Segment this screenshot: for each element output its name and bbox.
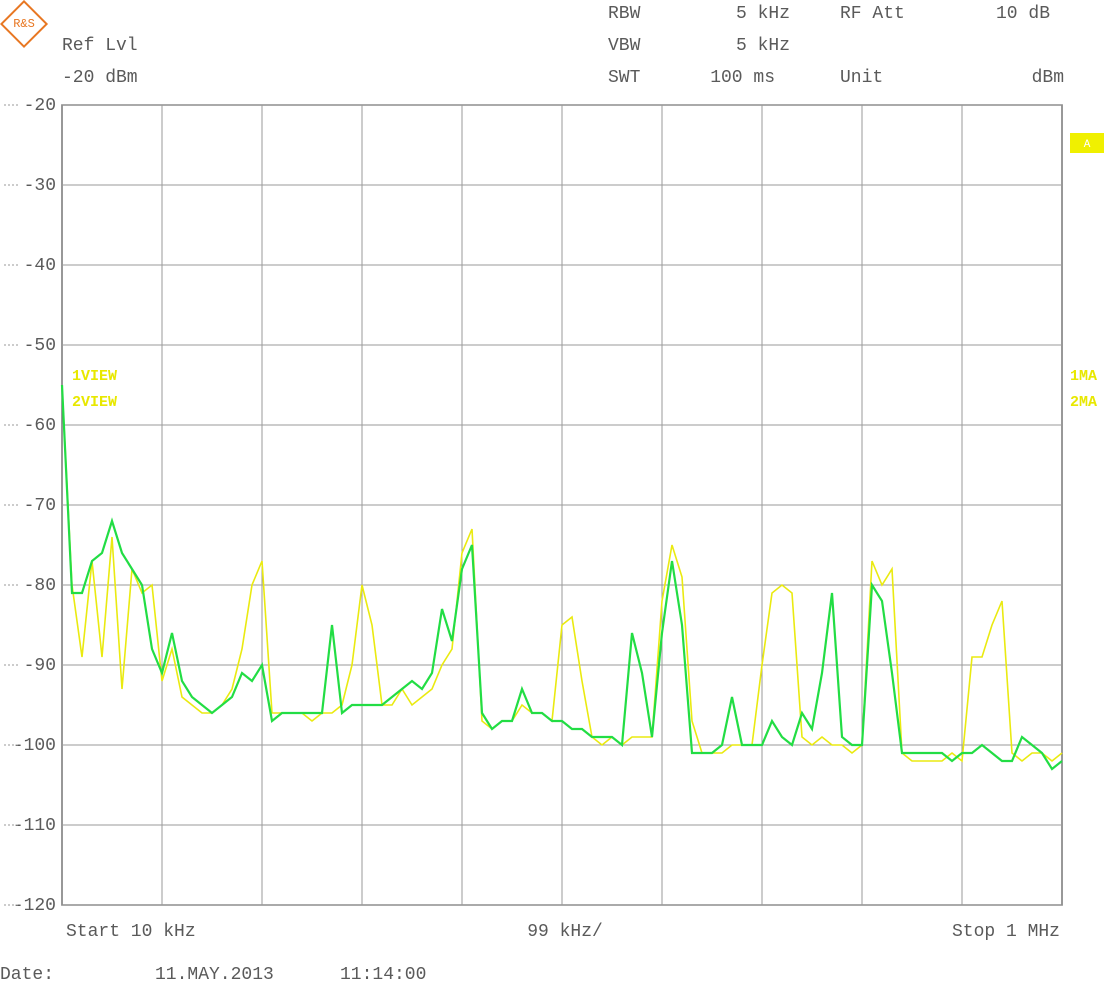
y-tick-label: -120: [13, 896, 56, 916]
y-tick-label: -70: [24, 496, 56, 516]
plot-area: -20 -30 -40 -50 -60 -70 -80 -90 -100 -110 -120 1VIE…: [4, 96, 1063, 916]
setting-label: SWT: [608, 68, 641, 88]
date-label: Date:: [0, 965, 54, 985]
y-tick-label: -100: [13, 736, 56, 756]
y-tick-label: -50: [24, 336, 56, 356]
marker-box: [1070, 133, 1104, 153]
legend-label: 1VIEW: [72, 368, 117, 385]
setting-value: 10 dB: [996, 4, 1050, 24]
x-start-label: Start 10 kHz: [66, 922, 196, 942]
trace: [61, 384, 1063, 763]
ref-level-value: -20 dBm: [62, 68, 138, 88]
marker-label: A: [1084, 139, 1091, 151]
x-division-label: 99 kHz/: [527, 922, 603, 942]
date-value: 11.MAY.2013: [155, 965, 274, 985]
setting-value: dBm: [1032, 68, 1064, 88]
detector-label: 2MA: [1070, 394, 1097, 411]
y-tick-label: -40: [24, 256, 56, 276]
setting-label: Unit: [840, 68, 883, 88]
svg-text:R&S: R&S: [13, 17, 35, 31]
setting-value: 100 ms: [710, 68, 775, 88]
y-tick-label: -20: [24, 96, 56, 116]
trace: [60, 384, 1063, 771]
legend-label: 2VIEW: [72, 394, 117, 411]
y-tick-label: -110: [13, 816, 56, 836]
setting-value: 5 kHz: [736, 4, 790, 24]
setting-label: VBW: [608, 36, 641, 56]
setting-label: RF Att: [840, 4, 905, 24]
setting-value: 5 kHz: [736, 36, 790, 56]
y-tick-label: -60: [24, 416, 56, 436]
y-tick-label: -30: [24, 176, 56, 196]
detector-label: 1MA: [1070, 368, 1097, 385]
x-stop-label: Stop 1 MHz: [952, 922, 1060, 942]
ref-level-label: Ref Lvl: [62, 36, 138, 56]
logo: R&S: [0, 0, 49, 49]
y-tick-label: -80: [24, 576, 56, 596]
time-value: 11:14:00: [340, 965, 426, 985]
y-tick-label: -90: [24, 656, 56, 676]
setting-label: RBW: [608, 4, 641, 24]
